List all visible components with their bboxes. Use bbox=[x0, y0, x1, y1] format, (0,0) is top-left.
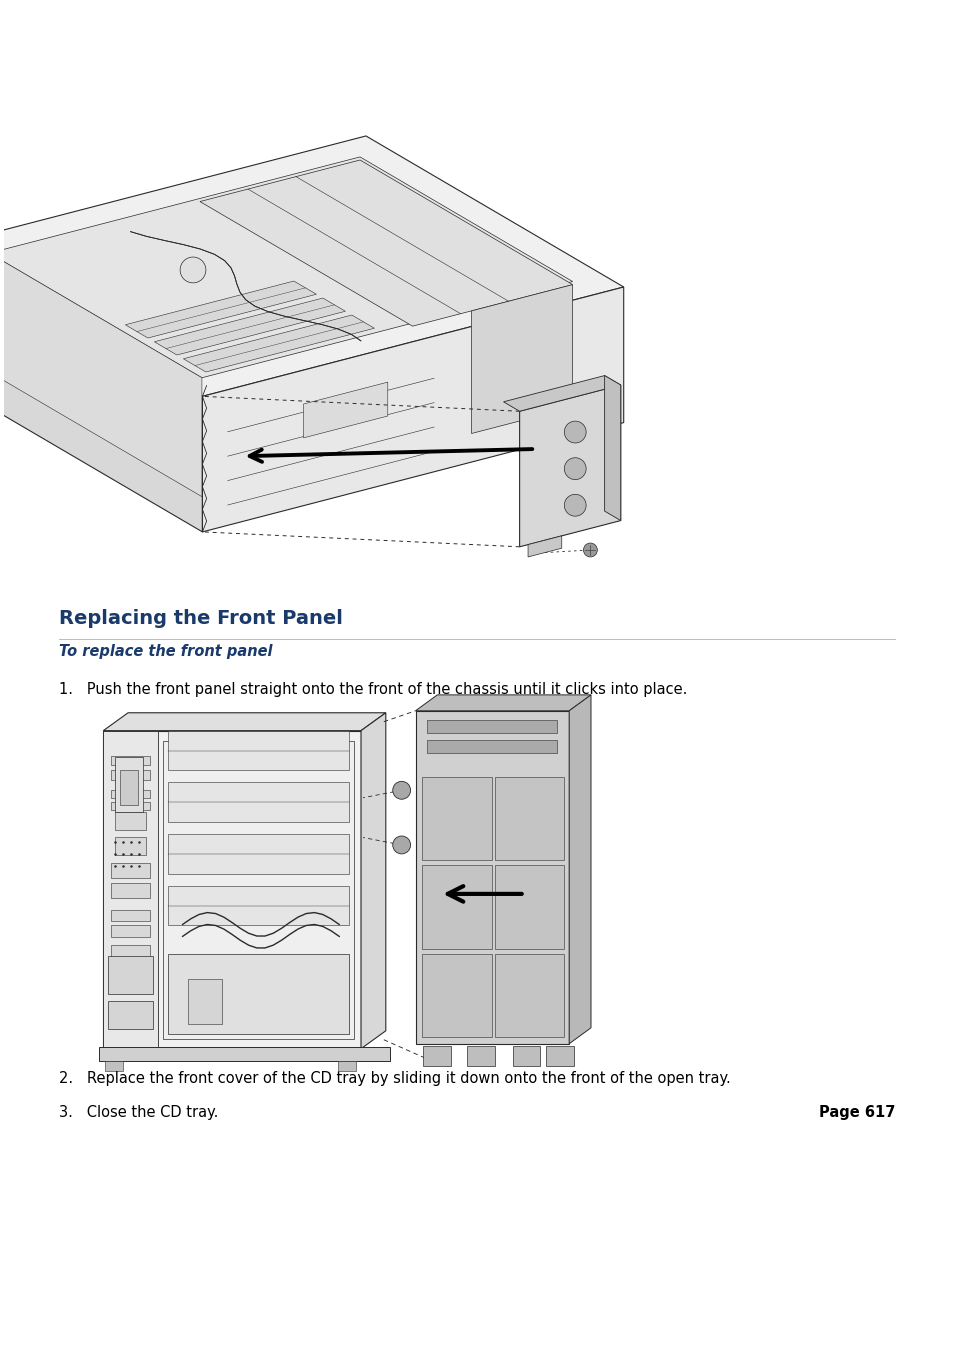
Bar bbox=[115, 758, 143, 812]
Bar bbox=[423, 1046, 451, 1066]
Polygon shape bbox=[103, 713, 385, 731]
Bar bbox=[338, 1061, 355, 1070]
Polygon shape bbox=[360, 713, 385, 1048]
Bar bbox=[467, 1046, 495, 1066]
Polygon shape bbox=[0, 157, 572, 378]
Circle shape bbox=[564, 494, 585, 516]
Bar bbox=[546, 1046, 574, 1066]
Text: 1.   Push the front panel straight onto the front of the chassis until it clicks: 1. Push the front panel straight onto th… bbox=[59, 682, 686, 697]
Bar bbox=[99, 1047, 390, 1061]
Polygon shape bbox=[0, 253, 202, 497]
Bar bbox=[112, 802, 150, 811]
Bar bbox=[188, 979, 222, 1024]
Polygon shape bbox=[471, 285, 572, 434]
Polygon shape bbox=[154, 299, 345, 355]
Polygon shape bbox=[125, 281, 316, 338]
Bar bbox=[112, 790, 150, 798]
Bar bbox=[512, 1046, 539, 1066]
Bar bbox=[422, 866, 492, 948]
Bar bbox=[495, 954, 563, 1036]
Bar bbox=[168, 954, 349, 1034]
Bar bbox=[115, 838, 146, 855]
Bar bbox=[112, 882, 150, 897]
Polygon shape bbox=[202, 286, 623, 532]
Circle shape bbox=[393, 836, 410, 854]
Circle shape bbox=[180, 257, 206, 282]
Bar bbox=[422, 777, 492, 861]
Text: 2.   Replace the front cover of the CD tray by sliding it down onto the front of: 2. Replace the front cover of the CD tra… bbox=[59, 1070, 730, 1086]
Bar bbox=[112, 925, 150, 938]
Polygon shape bbox=[200, 159, 572, 326]
Bar bbox=[115, 812, 146, 830]
Bar bbox=[163, 740, 354, 1039]
Bar bbox=[112, 946, 150, 958]
Bar bbox=[103, 731, 360, 1048]
Bar bbox=[495, 777, 563, 861]
Bar bbox=[108, 957, 152, 994]
Polygon shape bbox=[519, 385, 620, 547]
Bar bbox=[168, 782, 349, 823]
Bar bbox=[112, 755, 150, 766]
Bar bbox=[168, 834, 349, 874]
Text: Replacing the Front Panel: Replacing the Front Panel bbox=[59, 609, 342, 628]
Circle shape bbox=[564, 422, 585, 443]
Polygon shape bbox=[416, 694, 590, 711]
Bar bbox=[168, 731, 349, 770]
Bar bbox=[112, 909, 150, 921]
Polygon shape bbox=[0, 136, 623, 396]
Polygon shape bbox=[303, 382, 387, 438]
Bar bbox=[103, 731, 157, 1048]
Bar bbox=[427, 720, 557, 732]
Bar bbox=[105, 1061, 123, 1070]
Polygon shape bbox=[183, 315, 374, 372]
Polygon shape bbox=[604, 376, 620, 520]
Bar bbox=[422, 954, 492, 1036]
Polygon shape bbox=[569, 694, 590, 1044]
Text: 3.   Close the CD tray.: 3. Close the CD tray. bbox=[59, 1105, 218, 1120]
Polygon shape bbox=[528, 536, 561, 557]
Bar bbox=[427, 739, 557, 753]
Bar bbox=[112, 863, 150, 878]
Text: Page 617: Page 617 bbox=[818, 1105, 894, 1120]
Bar bbox=[120, 770, 138, 805]
Circle shape bbox=[564, 458, 585, 480]
Bar bbox=[108, 1001, 152, 1029]
Bar bbox=[112, 770, 150, 781]
Polygon shape bbox=[503, 376, 620, 411]
Bar bbox=[416, 711, 569, 1044]
Text: To replace the front panel: To replace the front panel bbox=[59, 644, 272, 659]
Circle shape bbox=[393, 781, 410, 800]
Circle shape bbox=[583, 543, 597, 557]
Bar bbox=[495, 866, 563, 948]
Bar bbox=[168, 886, 349, 925]
Polygon shape bbox=[0, 246, 202, 532]
